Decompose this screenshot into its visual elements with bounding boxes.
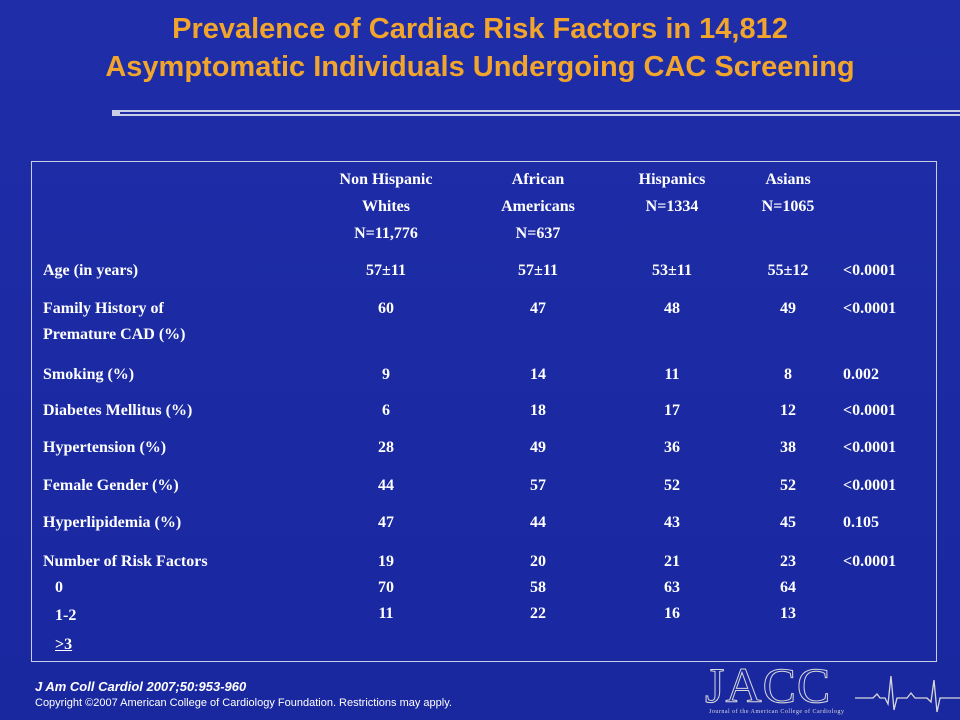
p-value: 0.002 — [843, 366, 879, 383]
row-label-hypertension: Hypertension (%) — [43, 439, 167, 456]
table-cell: 60 — [378, 300, 394, 317]
row-label-smoking: Smoking (%) — [43, 366, 135, 383]
title-divider — [120, 110, 960, 116]
table-cell: 47 — [530, 300, 546, 317]
table-cell: 20 — [530, 553, 546, 570]
table-cell: 14 — [530, 366, 546, 383]
table-cell: 45 — [780, 514, 796, 531]
header-line: N=1065 — [761, 198, 815, 215]
table-cell: 49 — [530, 439, 546, 456]
header-asians: Asians N=1065 — [728, 166, 848, 220]
p-value: <0.0001 — [843, 262, 897, 279]
table-cell: 63 — [664, 579, 680, 596]
header-non-hispanic-whites: Non Hispanic Whites N=11,776 — [326, 166, 446, 247]
header-line: N=637 — [515, 225, 561, 242]
header-line: Asians — [765, 171, 811, 188]
row-label-female-gender: Female Gender (%) — [43, 477, 179, 494]
table-cell: 21 — [664, 553, 680, 570]
title-rule-end — [112, 110, 120, 116]
table-cell: 44 — [378, 477, 394, 494]
table-cell: 52 — [664, 477, 680, 494]
p-value: <0.0001 — [843, 402, 897, 419]
title-line-1: Prevalence of Cardiac Risk Factors in 14… — [172, 13, 788, 45]
header-african-americans: African Americans N=637 — [478, 166, 598, 247]
table-cell: 58 — [530, 579, 546, 596]
table-cell: 57±11 — [366, 262, 406, 279]
table-cell: 9 — [382, 366, 390, 383]
risk-factor-column: 19 70 11 — [326, 549, 446, 627]
table-cell: 70 — [378, 579, 394, 596]
table-cell: 55±12 — [767, 262, 809, 279]
table-cell: 22 — [530, 605, 546, 622]
table-cell: 6 — [382, 402, 390, 419]
table-cell: 43 — [664, 514, 680, 531]
table-cell: 48 — [664, 300, 680, 317]
header-line: Whites — [362, 198, 410, 215]
slide-title: Prevalence of Cardiac Risk Factors in 14… — [0, 10, 960, 86]
data-table-border — [31, 161, 937, 662]
table-cell: 64 — [780, 579, 796, 596]
title-line-2: Asymptomatic Individuals Undergoing CAC … — [105, 51, 855, 83]
p-value: 0.105 — [843, 514, 879, 531]
table-cell: 49 — [780, 300, 796, 317]
copyright-notice: Copyright ©2007 American College of Card… — [35, 697, 452, 709]
header-hispanics: Hispanics N=1334 — [612, 166, 732, 220]
table-cell: 19 — [378, 553, 394, 570]
row-label-family-history: Family History of Premature CAD (%) — [43, 296, 185, 348]
table-cell: 36 — [664, 439, 680, 456]
risk-factor-column: 23 64 13 — [728, 549, 848, 627]
row-label-number-of-risk-factors: Number of Risk Factors — [43, 553, 208, 570]
table-cell: 57 — [530, 477, 546, 494]
table-cell: 16 — [664, 605, 680, 622]
risk-factor-sublabel: >3 — [55, 636, 73, 653]
row-label-diabetes: Diabetes Mellitus (%) — [43, 402, 193, 419]
table-cell: 11 — [664, 366, 680, 383]
table-cell: 11 — [378, 605, 394, 622]
risk-factor-column: 20 58 22 — [478, 549, 598, 627]
p-value: <0.0001 — [843, 477, 897, 494]
header-line: N=11,776 — [354, 225, 418, 242]
table-cell: 47 — [378, 514, 394, 531]
table-cell: 18 — [530, 402, 546, 419]
table-cell: 13 — [780, 605, 796, 622]
header-line: African — [511, 171, 565, 188]
risk-factor-column: 21 63 16 — [612, 549, 732, 627]
header-line: Non Hispanic — [339, 171, 433, 188]
citation: J Am Coll Cardiol 2007;50:953-960 — [35, 679, 247, 694]
ecg-waveform-icon — [855, 675, 960, 713]
table-cell: 23 — [780, 553, 796, 570]
table-cell: 12 — [780, 402, 796, 419]
table-cell: 17 — [664, 402, 680, 419]
table-cell: 8 — [784, 366, 792, 383]
jacc-logo: JACC Journal of the American College of … — [704, 660, 960, 720]
logo-subtitle: Journal of the American College of Cardi… — [709, 709, 845, 715]
table-cell: 44 — [530, 514, 546, 531]
risk-factor-sublabel: 0 — [55, 579, 63, 596]
logo-wordmark: JACC — [704, 657, 832, 713]
table-cell: 52 — [780, 477, 796, 494]
risk-factor-sublabel: 1-2 — [55, 607, 77, 624]
table-cell: 53±11 — [652, 262, 692, 279]
p-value: <0.0001 — [843, 439, 897, 456]
table-cell: 57±11 — [518, 262, 558, 279]
table-cell: 38 — [780, 439, 796, 456]
p-value: <0.0001 — [843, 553, 897, 570]
row-label-age: Age (in years) — [43, 262, 139, 279]
row-label-line: Family History of — [43, 300, 164, 317]
header-line: Americans — [501, 198, 575, 215]
header-line: Hispanics — [638, 171, 706, 188]
p-value: <0.0001 — [843, 300, 897, 317]
header-line: N=1334 — [645, 198, 699, 215]
row-label-line: Premature CAD (%) — [43, 326, 186, 343]
row-label-hyperlipidemia: Hyperlipidemia (%) — [43, 514, 182, 531]
table-cell: 28 — [378, 439, 394, 456]
